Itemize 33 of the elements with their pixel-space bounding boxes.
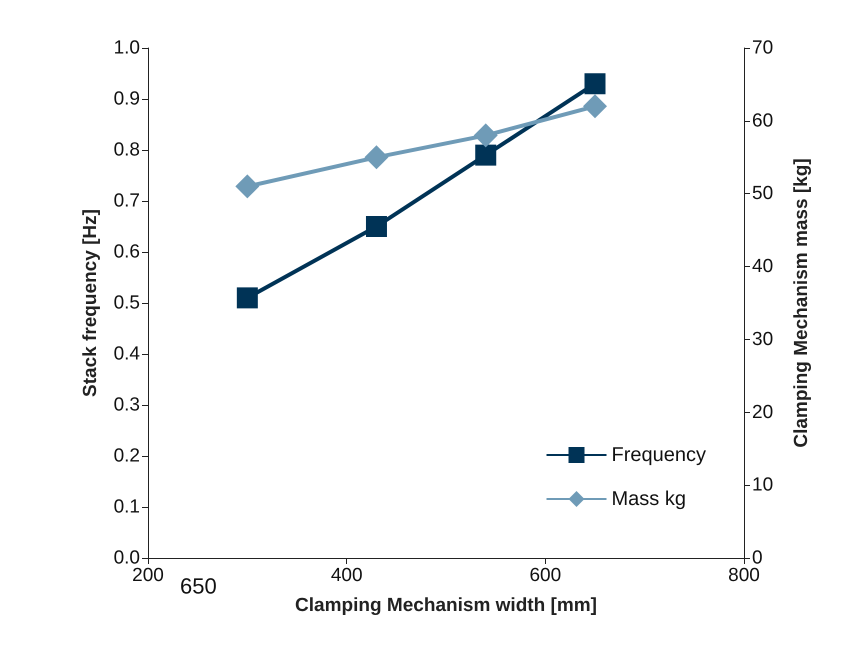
y2-tick-label: 60	[752, 110, 774, 132]
point	[584, 73, 606, 94]
y2-tick-label: 40	[752, 256, 774, 278]
point	[235, 174, 260, 198]
y-tick-label: 0.9	[114, 88, 140, 110]
y-tick-label: 0.8	[114, 140, 140, 160]
legend-label: Mass kg	[612, 488, 686, 510]
y2-tick-label: 50	[752, 183, 774, 204]
point	[236, 287, 258, 308]
y2-axis-title: Clamping Mechanism mass [kg]	[791, 158, 812, 448]
y-tick-label: 0.7	[114, 190, 140, 212]
y-tick-label: 0.6	[114, 242, 140, 262]
x-tick-label: 400	[330, 565, 363, 586]
point	[475, 144, 496, 166]
point	[583, 94, 607, 118]
legend-label: Frequency	[612, 444, 706, 466]
y2-tick-label: 30	[752, 328, 774, 350]
y-tick-label: 0.2	[114, 446, 140, 466]
text: 650	[180, 574, 217, 598]
y-tick-label: 1.0	[114, 38, 140, 58]
y2-tick-label: 70	[752, 38, 774, 58]
y-tick-label: 0.1	[114, 496, 140, 518]
point	[474, 123, 498, 148]
y2-tick-label: 20	[752, 402, 774, 423]
x-tick-label: 600	[529, 565, 562, 586]
y-axis-title: Stack frequency [Hz]	[80, 209, 101, 397]
y-tick-label: 0.5	[114, 292, 140, 314]
point	[364, 145, 388, 170]
y-tick-label: 0.3	[114, 394, 140, 416]
y-tick-label: 0.4	[114, 344, 140, 364]
y2-tick-label: 10	[752, 474, 774, 496]
x-axis-title: Clamping Mechanism width [mm]	[295, 595, 597, 616]
point	[366, 216, 387, 237]
